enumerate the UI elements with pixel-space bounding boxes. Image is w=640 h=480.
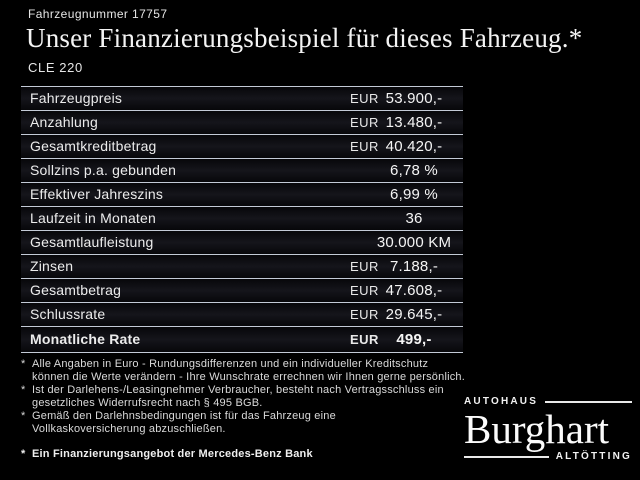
row-label: Gesamtlaufleistung: [30, 234, 154, 250]
table-row-gesamtbetrag: Gesamtbetrag EUR 47.608,-: [21, 278, 463, 302]
table-row-anzahlung: Anzahlung EUR 13.480,-: [21, 110, 463, 134]
table-row-gesamtkreditbetrag: Gesamtkreditbetrag EUR 40.420,-: [21, 134, 463, 158]
row-label: Zinsen: [30, 258, 74, 274]
footnote-line: können die Werte verändern - Ihre Wunsch…: [32, 371, 466, 383]
finance-table: Fahrzeugpreis EUR 53.900,- Anzahlung EUR…: [21, 86, 463, 353]
footnotes: * Alle Angaben in Euro - Rundungsdiffere…: [21, 358, 491, 461]
table-row-monatliche-rate: Monatliche Rate EUR 499,-: [21, 326, 463, 353]
table-row-sollzins: Sollzins p.a. gebunden 6,78 %: [21, 158, 463, 182]
logo-prefix: AUTOHAUS: [464, 396, 539, 407]
row-label: Gesamtkreditbetrag: [30, 138, 157, 154]
table-row-effektiver-jahreszins: Effektiver Jahreszins 6,99 %: [21, 182, 463, 206]
row-currency: EUR: [350, 332, 379, 347]
row-label: Monatliche Rate: [30, 331, 141, 347]
table-row-gesamtlaufleistung: Gesamtlaufleistung 30.000 KM: [21, 230, 463, 254]
footnote-vollkasko: * Gemäß den Darlehnsbedingungen ist für …: [21, 410, 491, 436]
footnote-line: Alle Angaben in Euro - Rundungsdifferenz…: [32, 358, 429, 370]
footnote-marker: *: [21, 410, 26, 422]
logo-rule-bottom: [464, 455, 549, 458]
footnote-line: Ist der Darlehens-/Leasingnehmer Verbrau…: [32, 384, 444, 396]
row-label: Fahrzeugpreis: [30, 90, 123, 106]
row-currency: EUR: [350, 115, 379, 130]
footnote-line: Vollkaskoversicherung abzuschließen.: [32, 423, 226, 435]
row-currency: EUR: [350, 139, 379, 154]
logo-rule-top: [545, 400, 632, 403]
row-value: 53.900,-: [385, 90, 443, 107]
logo-bottom-row: ALTÖTTING: [464, 451, 632, 462]
footnote-widerrufsrecht: * Ist der Darlehens-/Leasingnehmer Verbr…: [21, 384, 491, 410]
table-row-laufzeit: Laufzeit in Monaten 36: [21, 206, 463, 230]
table-row-zinsen: Zinsen EUR 7.188,-: [21, 254, 463, 278]
row-label: Laufzeit in Monaten: [30, 210, 156, 226]
logo-name: Burghart: [464, 406, 610, 452]
footnote-line: Ein Finanzierungsangebot der Mercedes-Be…: [32, 448, 313, 460]
row-value: 36: [405, 210, 423, 227]
row-value: 499,-: [396, 331, 432, 348]
footnote-marker: *: [21, 384, 26, 396]
row-currency: EUR: [350, 91, 379, 106]
footnote-rounding: * Alle Angaben in Euro - Rundungsdiffere…: [21, 358, 491, 384]
row-value: 6,78 %: [390, 162, 438, 179]
row-value: 6,99 %: [390, 186, 438, 203]
row-label: Anzahlung: [30, 114, 98, 130]
row-value: 30.000 KM: [376, 234, 452, 251]
row-label: Gesamtbetrag: [30, 282, 122, 298]
row-label: Schlussrate: [30, 306, 106, 322]
dealer-logo: AUTOHAUS Burghart ALTÖTTING: [464, 396, 632, 462]
footnote-mercedes-benz-bank: * Ein Finanzierungsangebot der Mercedes-…: [21, 448, 491, 461]
footnote-marker: *: [21, 448, 26, 460]
table-row-schlussrate: Schlussrate EUR 29.645,-: [21, 302, 463, 326]
vehicle-number: Fahrzeugnummer 17757: [28, 7, 168, 21]
row-value: 7.188,-: [389, 258, 439, 275]
table-row-fahrzeugpreis: Fahrzeugpreis EUR 53.900,-: [21, 86, 463, 110]
row-value: 29.645,-: [385, 306, 443, 323]
row-currency: EUR: [350, 307, 379, 322]
row-currency: EUR: [350, 283, 379, 298]
logo-top-row: AUTOHAUS: [464, 396, 632, 407]
row-value: 47.608,-: [385, 282, 443, 299]
footnote-line: Gemäß den Darlehnsbedingungen ist für da…: [32, 410, 336, 422]
row-label: Effektiver Jahreszins: [30, 186, 164, 202]
row-value: 13.480,-: [385, 114, 443, 131]
page-title: Unser Finanzierungsbeispiel für dieses F…: [26, 23, 583, 53]
row-currency: EUR: [350, 259, 379, 274]
row-label: Sollzins p.a. gebunden: [30, 162, 177, 178]
logo-suffix: ALTÖTTING: [555, 451, 632, 462]
footnote-marker: *: [21, 358, 26, 370]
row-value: 40.420,-: [385, 138, 443, 155]
footnote-line: gesetzliches Widerrufsrecht nach § 495 B…: [32, 397, 263, 409]
vehicle-model: CLE 220: [28, 60, 83, 75]
